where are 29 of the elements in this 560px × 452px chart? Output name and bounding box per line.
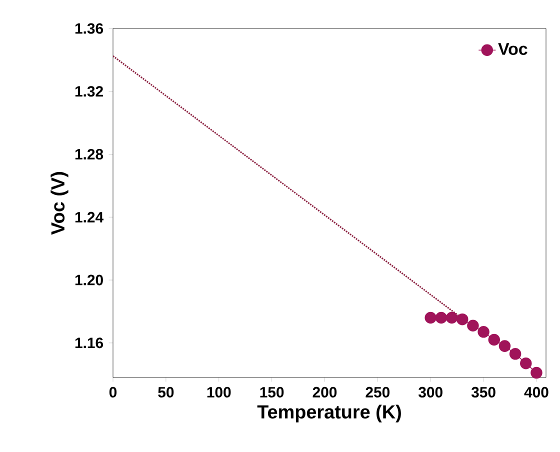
- point: [498, 340, 511, 352]
- y-tick-label: 1.28: [75, 148, 104, 160]
- point: [509, 348, 522, 360]
- y-tick-label: 1.36: [75, 23, 104, 34]
- x-tick-label: 200: [312, 386, 337, 398]
- point: [424, 312, 436, 324]
- point: [488, 334, 500, 346]
- y-axis-title: Voc (V): [50, 172, 68, 235]
- y-tick-label: 1.32: [75, 86, 103, 97]
- x-tick-label: 400: [524, 386, 548, 398]
- point: [520, 357, 532, 370]
- point: [456, 313, 468, 326]
- point: [478, 326, 490, 338]
- x-tick-label: 250: [366, 386, 390, 398]
- x-tick-label: 350: [471, 386, 496, 398]
- point: [467, 320, 479, 332]
- legend-label: Voc: [498, 43, 528, 55]
- x-tick-label: 300: [418, 386, 442, 398]
- x-tick-label: 50: [158, 386, 174, 398]
- x-tick-label: 100: [207, 386, 231, 398]
- point: [446, 312, 458, 324]
- y-tick-label: 1.24: [75, 212, 104, 222]
- x-tick-label: 0: [109, 386, 117, 398]
- x-axis-title: Temperature (K): [257, 404, 401, 422]
- point: [530, 366, 542, 379]
- point: [435, 312, 448, 324]
- y-tick-label: 1.16: [75, 338, 104, 348]
- x-tick-label: 150: [260, 386, 284, 398]
- y-tick-label: 1.20: [75, 274, 103, 286]
